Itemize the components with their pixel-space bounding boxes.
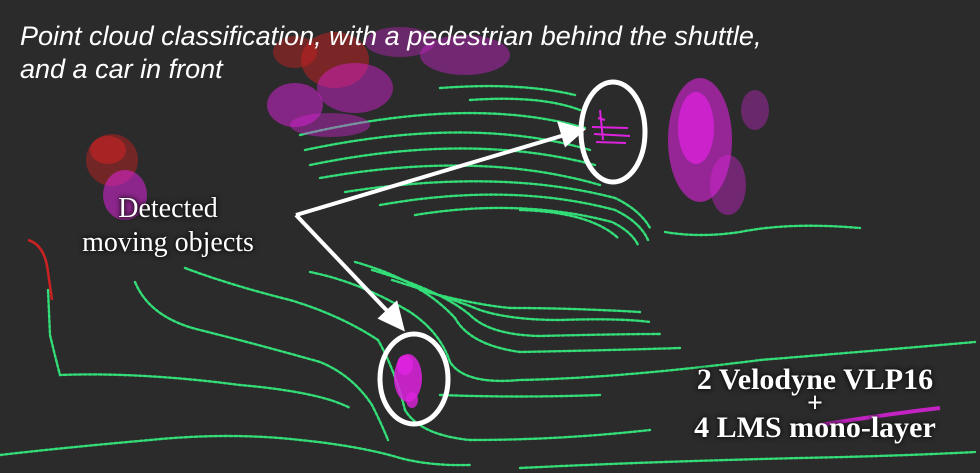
- sensor-line-2: 4 LMS mono-layer: [694, 411, 936, 444]
- arrow-to-car: [294, 213, 395, 319]
- car-detection-circle: [377, 331, 451, 427]
- callout-line-2: moving objects: [82, 227, 254, 258]
- arrow-head-car: [377, 300, 405, 332]
- ground-scan-lines-upper: [298, 84, 862, 247]
- sensor-config-label: 2 Velodyne VLP16 + 4 LMS mono-layer: [655, 363, 975, 444]
- caption-line-1: Point cloud classification, with a pedes…: [20, 21, 762, 51]
- detected-objects-label: Detected moving objects: [48, 192, 288, 260]
- arrow-to-pedestrian: [295, 132, 569, 217]
- detected-pedestrian-points: [591, 109, 631, 144]
- detected-car-points: [394, 354, 422, 408]
- caption-line-2: and a car in front: [20, 54, 223, 84]
- callout-arrows: [294, 121, 587, 332]
- ground-scan-lines-lower: [0, 260, 977, 470]
- sensor-plus: +: [807, 388, 823, 419]
- callout-line-1: Detected: [118, 193, 218, 224]
- figure-caption: Point cloud classification, with a pedes…: [20, 20, 761, 86]
- arrow-head-pedestrian: [557, 121, 587, 148]
- sensor-line-1: 2 Velodyne VLP16: [696, 363, 934, 396]
- classified-object-points: [103, 27, 941, 427]
